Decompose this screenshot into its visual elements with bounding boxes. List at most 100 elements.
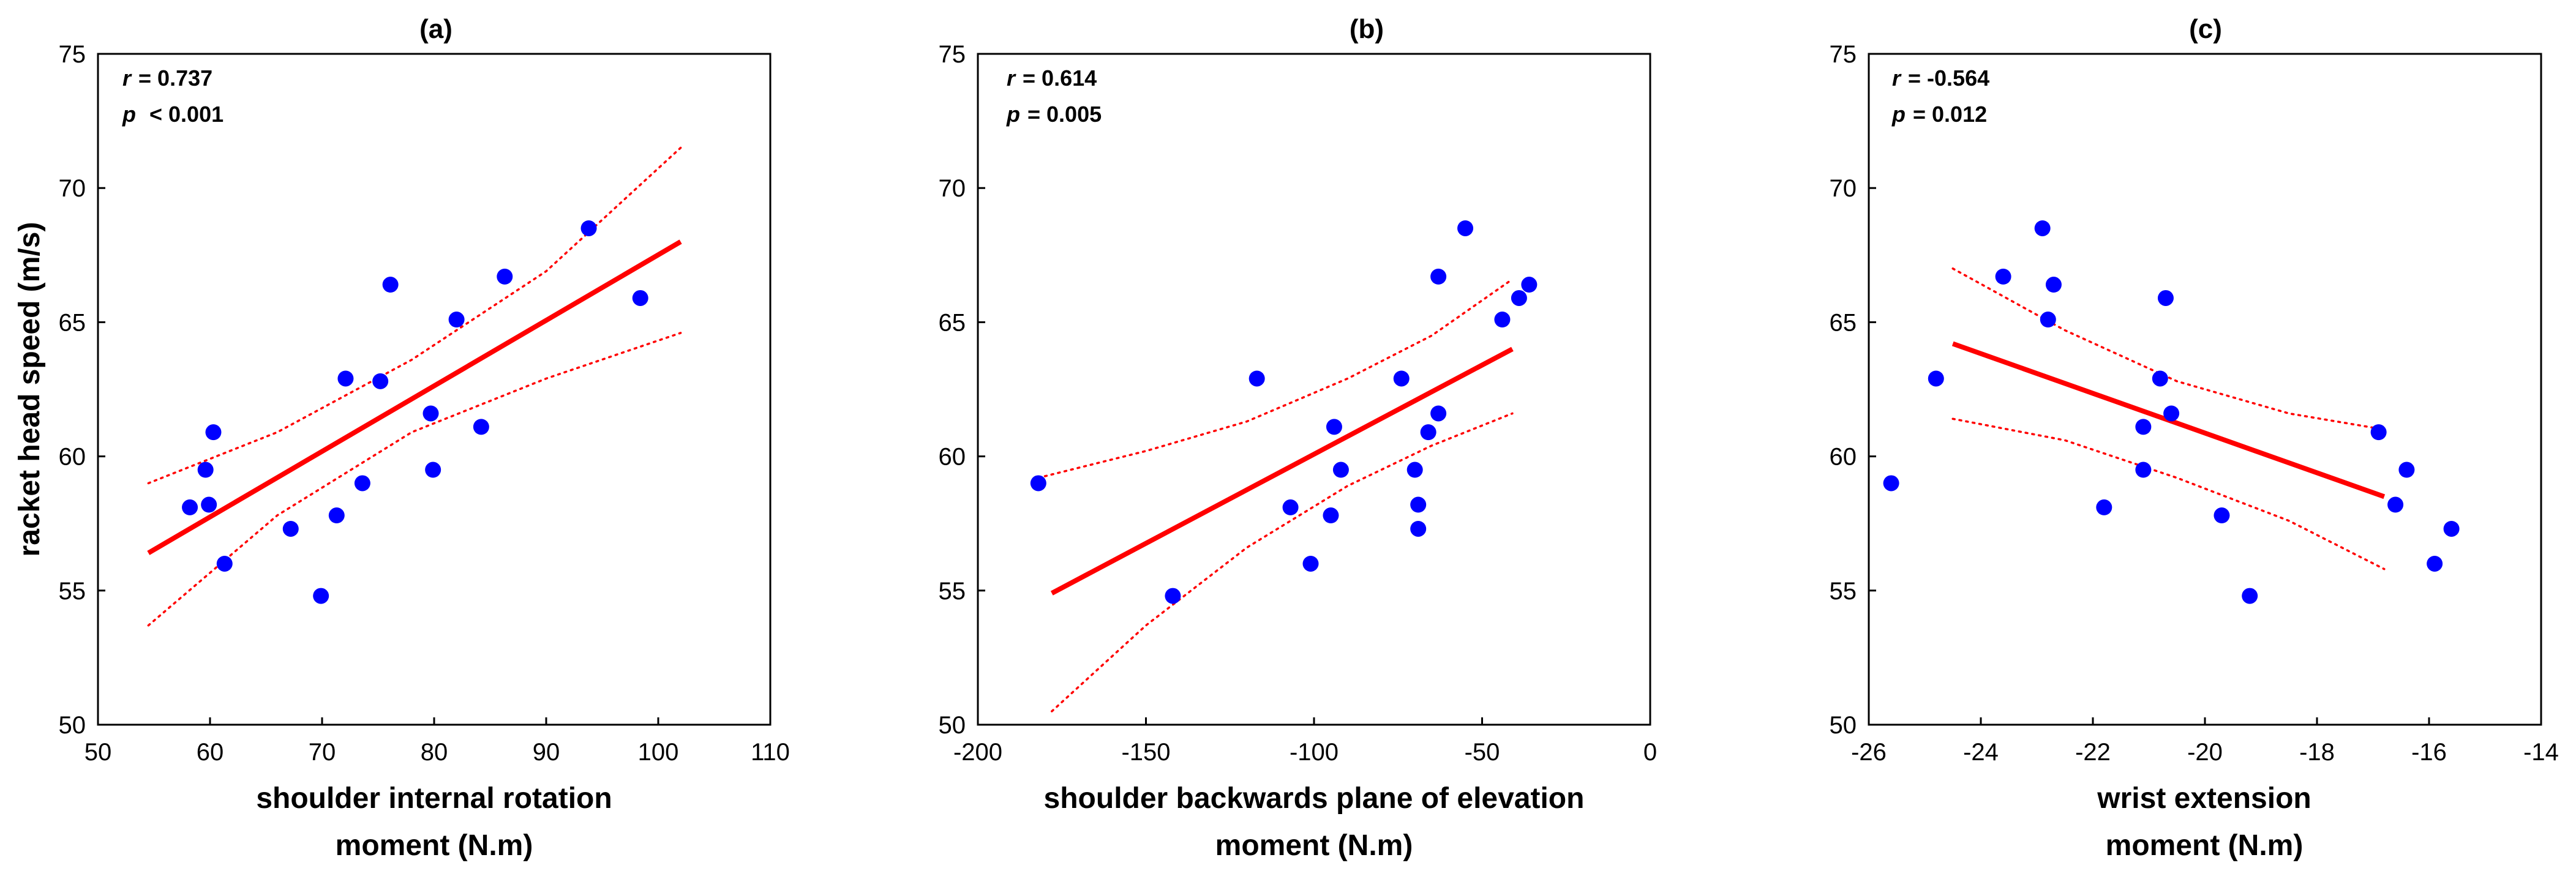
panel-c-data-point bbox=[2040, 312, 2056, 328]
panel-a-data-point bbox=[354, 475, 370, 492]
panel-c-plot-area bbox=[1868, 53, 2542, 726]
panel-b-ci-upper bbox=[1037, 278, 1514, 479]
panel-a-data-point bbox=[328, 507, 345, 524]
panel-a-data-point bbox=[448, 312, 465, 328]
panel-a-p-stat: p < 0.001 bbox=[122, 102, 223, 127]
panel-b-ytick-label: 60 bbox=[939, 444, 966, 471]
panel-a-plot-area bbox=[97, 53, 772, 726]
panel-b-ytick-label: 70 bbox=[939, 175, 966, 202]
panel-b-data-point bbox=[1326, 419, 1342, 435]
panel-b-xtick-label: -50 bbox=[1465, 739, 1500, 766]
panel-c-xtick-label: -24 bbox=[1963, 739, 1999, 766]
panel-c-ytick-label: 70 bbox=[1830, 175, 1857, 202]
panel-a-ytick-label: 60 bbox=[59, 444, 86, 471]
panel-b-xtick-label: 0 bbox=[1643, 739, 1657, 766]
panel-a-fit-line bbox=[147, 239, 682, 555]
panel-b-data-point bbox=[1494, 312, 1511, 328]
panel-b-ytick-label: 50 bbox=[939, 712, 966, 739]
panel-b-data-point bbox=[1410, 496, 1427, 513]
panel-c-data-point bbox=[2242, 588, 2258, 604]
panel-a-xlabel-line1: shoulder internal rotation bbox=[256, 782, 612, 815]
panel-a-data-point bbox=[382, 277, 399, 293]
panel-a-xtick-label: 90 bbox=[533, 739, 560, 766]
panel-a-ci-lower bbox=[147, 332, 682, 627]
panel-c-xtick-label: -14 bbox=[2523, 739, 2559, 766]
panel-a-data-point bbox=[473, 419, 489, 435]
panel-c-data-point bbox=[2443, 520, 2460, 537]
panel-a-data-point bbox=[282, 520, 299, 537]
panel-b-data-point bbox=[1430, 268, 1447, 285]
panel-b-plot-area bbox=[977, 53, 1651, 726]
panel-b-r-stat: r = 0.614 bbox=[1007, 65, 1097, 91]
panel-b-data-point bbox=[1165, 588, 1181, 604]
panel-a-data-point bbox=[216, 555, 233, 572]
panel-c-data-point bbox=[2034, 220, 2051, 236]
panel-a-data-point bbox=[337, 370, 354, 387]
panel-c-xtick-label: -20 bbox=[2187, 739, 2223, 766]
panel-a-ytick-label: 70 bbox=[59, 175, 86, 202]
panel-b-data-point bbox=[1430, 405, 1447, 422]
panel-c-data-point bbox=[2427, 555, 2443, 572]
panel-b-data-point bbox=[1420, 424, 1436, 441]
panel-a-data-point bbox=[313, 588, 329, 604]
panel-c-ci-lower bbox=[1951, 417, 2386, 570]
panel-b-ytick-label: 65 bbox=[939, 309, 966, 336]
panel-c-ci-upper bbox=[1951, 267, 2386, 431]
panel-c-ytick-label: 75 bbox=[1830, 41, 1857, 68]
panel-c-data-point bbox=[2387, 496, 2404, 513]
panel-a-ylabel: racket head speed (m/s) bbox=[13, 222, 46, 557]
panel-c-data-point bbox=[2370, 424, 2387, 441]
panel-c-data-point bbox=[2135, 462, 2152, 478]
panel-a-xtick-label: 100 bbox=[638, 739, 679, 766]
panel-a-data-point bbox=[580, 220, 597, 236]
panel-a: (a) 50 60 70 80 90 100 110 50 55 60 65 70 75 racket … bbox=[13, 14, 790, 862]
panel-b-data-point bbox=[1393, 370, 1410, 387]
panel-a-ytick-label: 65 bbox=[59, 309, 86, 336]
panel-a-data-point bbox=[632, 290, 648, 306]
panel-b-xtick-label: -100 bbox=[1290, 739, 1339, 766]
panel-a-data-point bbox=[197, 462, 214, 478]
panel-a-xtick-label: 50 bbox=[84, 739, 112, 766]
panel-a-xtick-label: 70 bbox=[309, 739, 336, 766]
panel-b-ci-lower bbox=[1051, 412, 1514, 712]
panel-a-ytick-label: 50 bbox=[59, 712, 86, 739]
panel-b-xlabel-line1: shoulder backwards plane of elevation bbox=[1044, 782, 1585, 815]
panel-b-fit-line bbox=[1050, 346, 1514, 596]
panel-c-xlabel-line1: wrist extension bbox=[2097, 782, 2311, 815]
panel-b-data-point bbox=[1521, 277, 1538, 293]
panel-b-data-point bbox=[1457, 220, 1474, 236]
panel-b-data-point bbox=[1249, 370, 1265, 387]
panel-b-xlabel-line2: moment (N.m) bbox=[1215, 829, 1413, 862]
panel-b-xtick-label: -150 bbox=[1121, 739, 1170, 766]
panel-c-xtick-label: -22 bbox=[2075, 739, 2111, 766]
panel-c-data-point bbox=[2398, 462, 2415, 478]
panel-b-data-point bbox=[1511, 290, 1527, 306]
panel-b-title: (b) bbox=[1350, 14, 1384, 44]
panel-a-xtick-label: 80 bbox=[421, 739, 448, 766]
panel-a-r-stat: r = 0.737 bbox=[122, 65, 212, 91]
panel-a-data-point bbox=[372, 373, 389, 389]
panel-c-xtick-label: -26 bbox=[1851, 739, 1887, 766]
panel-c-data-point bbox=[2045, 277, 2062, 293]
panel-a-xtick-label: 110 bbox=[751, 739, 790, 766]
panel-a-title: (a) bbox=[419, 14, 452, 44]
panel-b-data-point bbox=[1282, 499, 1299, 515]
panel-a-data-point bbox=[422, 405, 439, 422]
panel-a-data-point bbox=[205, 424, 222, 441]
panel-a-ytick-label: 75 bbox=[59, 41, 86, 68]
panel-b-p-stat: p = 0.005 bbox=[1006, 102, 1102, 127]
panel-a-data-point bbox=[201, 496, 217, 513]
panel-b-data-point bbox=[1410, 520, 1427, 537]
panel-c-data-point bbox=[1883, 475, 1899, 492]
panel-a-data-point bbox=[497, 268, 513, 285]
panel-c-ytick-label: 50 bbox=[1830, 712, 1857, 739]
panel-b-xtick-label: -200 bbox=[953, 739, 1002, 766]
panel-c-ytick-label: 60 bbox=[1830, 444, 1857, 471]
panel-a-xtick-label: 60 bbox=[197, 739, 224, 766]
panel-c-data-point bbox=[1928, 370, 1944, 387]
panel-c-title: (c) bbox=[2189, 14, 2222, 44]
panel-b-data-point bbox=[1323, 507, 1339, 524]
panel-b: (b) -200 -150 -100 -50 0 50 55 60 65 70 75 shoulde… bbox=[939, 14, 1658, 862]
panel-c-r-stat: r = -0.564 bbox=[1892, 65, 1989, 91]
